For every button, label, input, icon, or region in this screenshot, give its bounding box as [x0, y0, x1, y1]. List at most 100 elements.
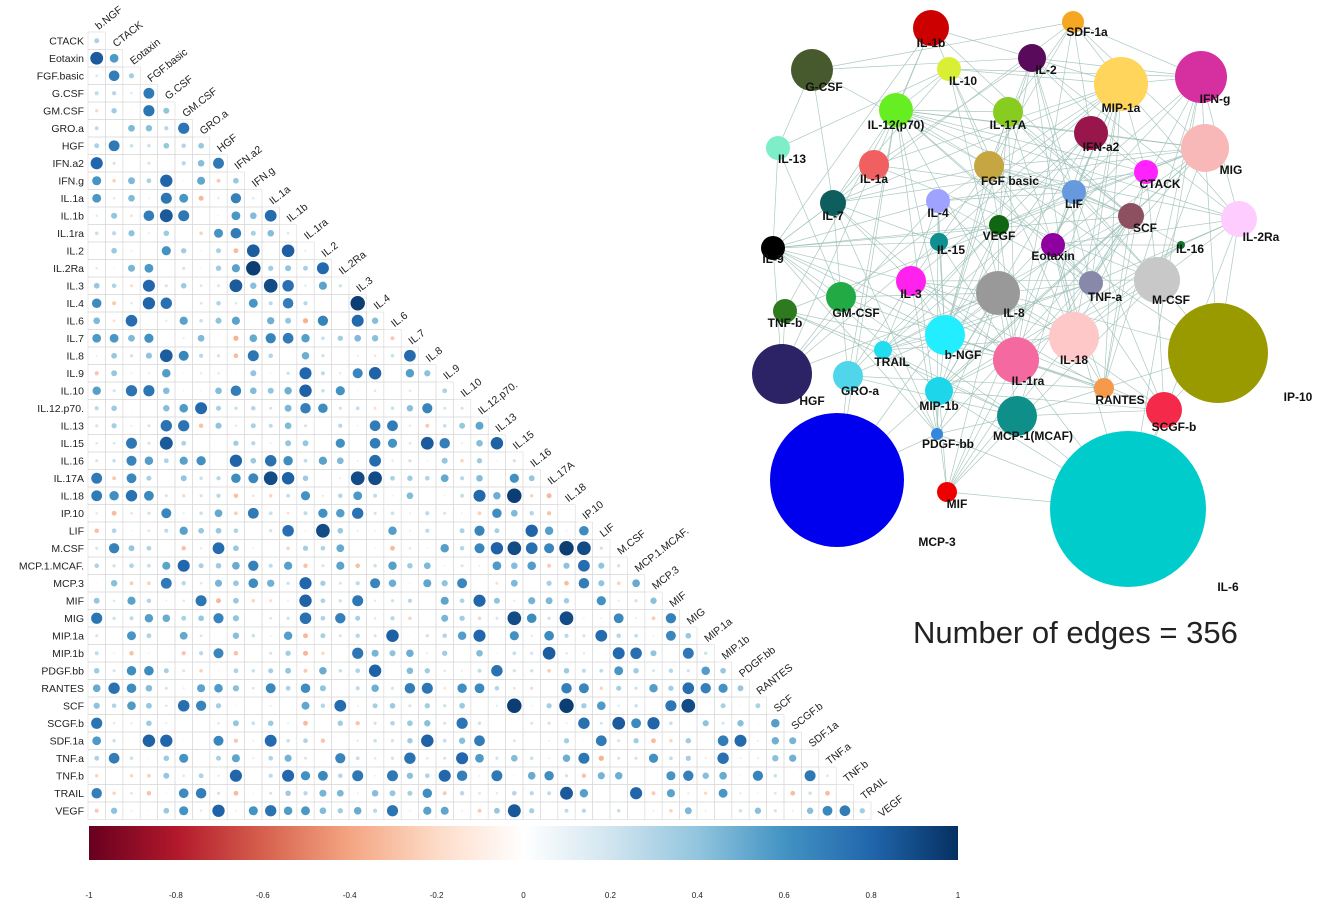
heatmap-cell: [683, 770, 694, 781]
heatmap-cell: [336, 457, 344, 465]
heatmap-cell: [424, 475, 430, 481]
heatmap-cell: [127, 596, 136, 605]
heatmap-cell: [496, 477, 498, 479]
heatmap-cell: [440, 806, 449, 815]
heatmap-cell: [182, 266, 186, 270]
heatmap-cell: [440, 596, 449, 605]
heatmap-cell: [284, 422, 292, 430]
heatmap-cell: [577, 541, 591, 556]
heatmap-cell: [546, 511, 552, 516]
network-edge: [938, 224, 1000, 392]
heatmap-cell: [269, 791, 273, 795]
column-label-mif: MIF: [667, 589, 689, 610]
heatmap-cell: [159, 349, 173, 363]
heatmap-cell: [181, 581, 186, 586]
heatmap-cell: [199, 651, 204, 656]
heatmap-cell: [197, 159, 205, 167]
column-label-il-18: IL.18: [563, 481, 589, 505]
heatmap-cell: [287, 722, 290, 725]
heatmap-cell: [199, 581, 203, 585]
heatmap-cell: [269, 372, 272, 375]
colorbar-gradient: [89, 826, 958, 860]
row-label-tnf-a: TNF.a: [56, 753, 84, 765]
heatmap-cell: [598, 755, 604, 761]
heatmap-cell: [368, 471, 382, 486]
heatmap-cell: [283, 806, 293, 816]
heatmap-cell: [565, 529, 568, 532]
heatmap-cell: [459, 528, 465, 534]
heatmap-cell: [633, 668, 639, 674]
heatmap-cell: [320, 371, 325, 376]
heatmap-cell: [354, 334, 362, 342]
row-label-pdgf-bb: PDGF.bb: [41, 665, 84, 677]
heatmap-cell: [112, 389, 116, 393]
network-edge: [1052, 244, 1165, 411]
heatmap-cell: [126, 455, 137, 466]
heatmap-cell: [338, 493, 343, 499]
heatmap-cell: [335, 753, 346, 764]
heatmap-cell: [200, 740, 202, 742]
heatmap-cell: [720, 703, 726, 709]
network-edge: [1031, 57, 1147, 173]
heatmap-cell: [268, 301, 273, 306]
node-label-rantes: RANTES: [1095, 393, 1144, 407]
heatmap-cell: [443, 756, 447, 760]
heatmap-cell: [650, 597, 657, 604]
node-sdf-1a: [1062, 11, 1084, 33]
column-label-il-6: IL.6: [389, 310, 410, 330]
heatmap-cell: [321, 651, 325, 655]
heatmap-cell: [251, 669, 256, 673]
column-label-scf: SCF: [772, 692, 796, 714]
heatmap-cell: [335, 438, 345, 448]
column-label-gro-a: GRO.a: [198, 108, 231, 138]
network-edge: [832, 83, 1122, 204]
heatmap-cell: [234, 406, 238, 410]
heatmap-cell: [199, 231, 203, 236]
heatmap-cell: [178, 122, 190, 134]
network-edge: [944, 111, 1009, 336]
node-label-il-18: IL-18: [1060, 353, 1088, 367]
network-edge: [944, 224, 1000, 336]
heatmap-cell: [108, 752, 120, 764]
heatmap-cell: [321, 336, 325, 341]
heatmap-cell: [545, 597, 553, 605]
heatmap-cell: [459, 702, 465, 709]
heatmap-cell: [160, 420, 172, 432]
heatmap-cell: [183, 722, 185, 724]
heatmap-cell: [634, 633, 639, 638]
node-scgf-b: [1146, 392, 1182, 428]
heatmap-cell: [216, 300, 221, 306]
heatmap-cell: [338, 773, 343, 779]
heatmap-cell: [178, 420, 190, 432]
heatmap-cell: [177, 559, 190, 572]
network-edge: [811, 69, 834, 204]
heatmap-cell: [335, 386, 345, 396]
heatmap-cell: [94, 371, 99, 376]
heatmap-cell: [792, 775, 794, 777]
heatmap-cell: [442, 738, 447, 743]
heatmap-cell: [142, 734, 156, 747]
heatmap-cell: [142, 279, 155, 292]
heatmap-cell: [300, 491, 311, 501]
heatmap-cell: [373, 389, 377, 393]
heatmap-cell: [198, 563, 204, 569]
heatmap-cell: [408, 459, 412, 463]
heatmap-cell: [408, 424, 412, 427]
heatmap-cell: [564, 633, 569, 638]
heatmap-cell: [665, 700, 677, 712]
node-label-il-12-p70: IL-12(p70): [868, 118, 925, 132]
node-mig: [1181, 124, 1229, 172]
node-il-1a: [859, 150, 889, 180]
heatmap-cell: [369, 420, 381, 432]
heatmap-cell: [473, 629, 486, 642]
heatmap-cell: [95, 267, 98, 270]
heatmap-cell: [148, 652, 150, 655]
heatmap-cell: [268, 511, 273, 516]
heatmap-cell: [301, 701, 310, 710]
heatmap-cell: [717, 735, 729, 747]
heatmap-cell: [526, 613, 537, 624]
network-edge: [772, 247, 946, 336]
heatmap-cell: [301, 806, 310, 816]
heatmap-cell: [179, 806, 189, 816]
heatmap-cell: [148, 810, 150, 812]
